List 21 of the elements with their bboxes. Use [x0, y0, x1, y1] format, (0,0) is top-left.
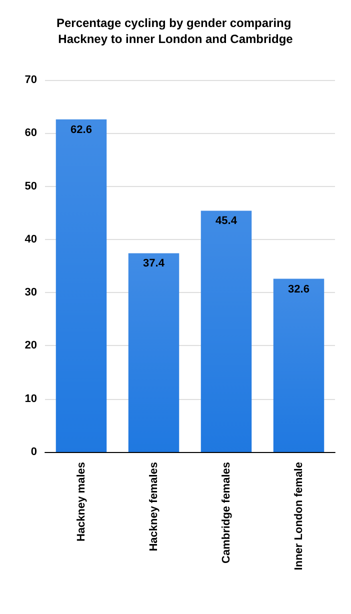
bar — [56, 119, 107, 452]
y-tick-label: 0 — [30, 446, 37, 458]
x-tick-label: Cambridge females — [220, 462, 232, 564]
y-tick-label: 10 — [24, 392, 37, 405]
bar — [128, 253, 180, 452]
y-tick-label: 20 — [24, 340, 37, 352]
y-tick-label: 40 — [24, 233, 37, 246]
bar — [273, 278, 324, 452]
x-tick-label: Inner London female — [292, 462, 305, 570]
x-tick-label: Hackney females — [148, 462, 160, 552]
y-tick-label: 30 — [24, 286, 37, 299]
data-label: 37.4 — [143, 258, 166, 270]
chart-title: Percentage cycling by gender comparing Hackney to inner London and Cambridge — [56, 16, 295, 46]
x-tick-label: Hackney males — [75, 462, 88, 542]
data-label: 45.4 — [216, 215, 238, 228]
bar — [200, 210, 252, 452]
y-tick-label: 60 — [24, 127, 37, 140]
y-tick-label: 50 — [24, 180, 37, 192]
data-label: 62.6 — [70, 124, 92, 136]
data-label: 32.6 — [288, 283, 310, 296]
y-tick-label: 70 — [24, 74, 37, 86]
